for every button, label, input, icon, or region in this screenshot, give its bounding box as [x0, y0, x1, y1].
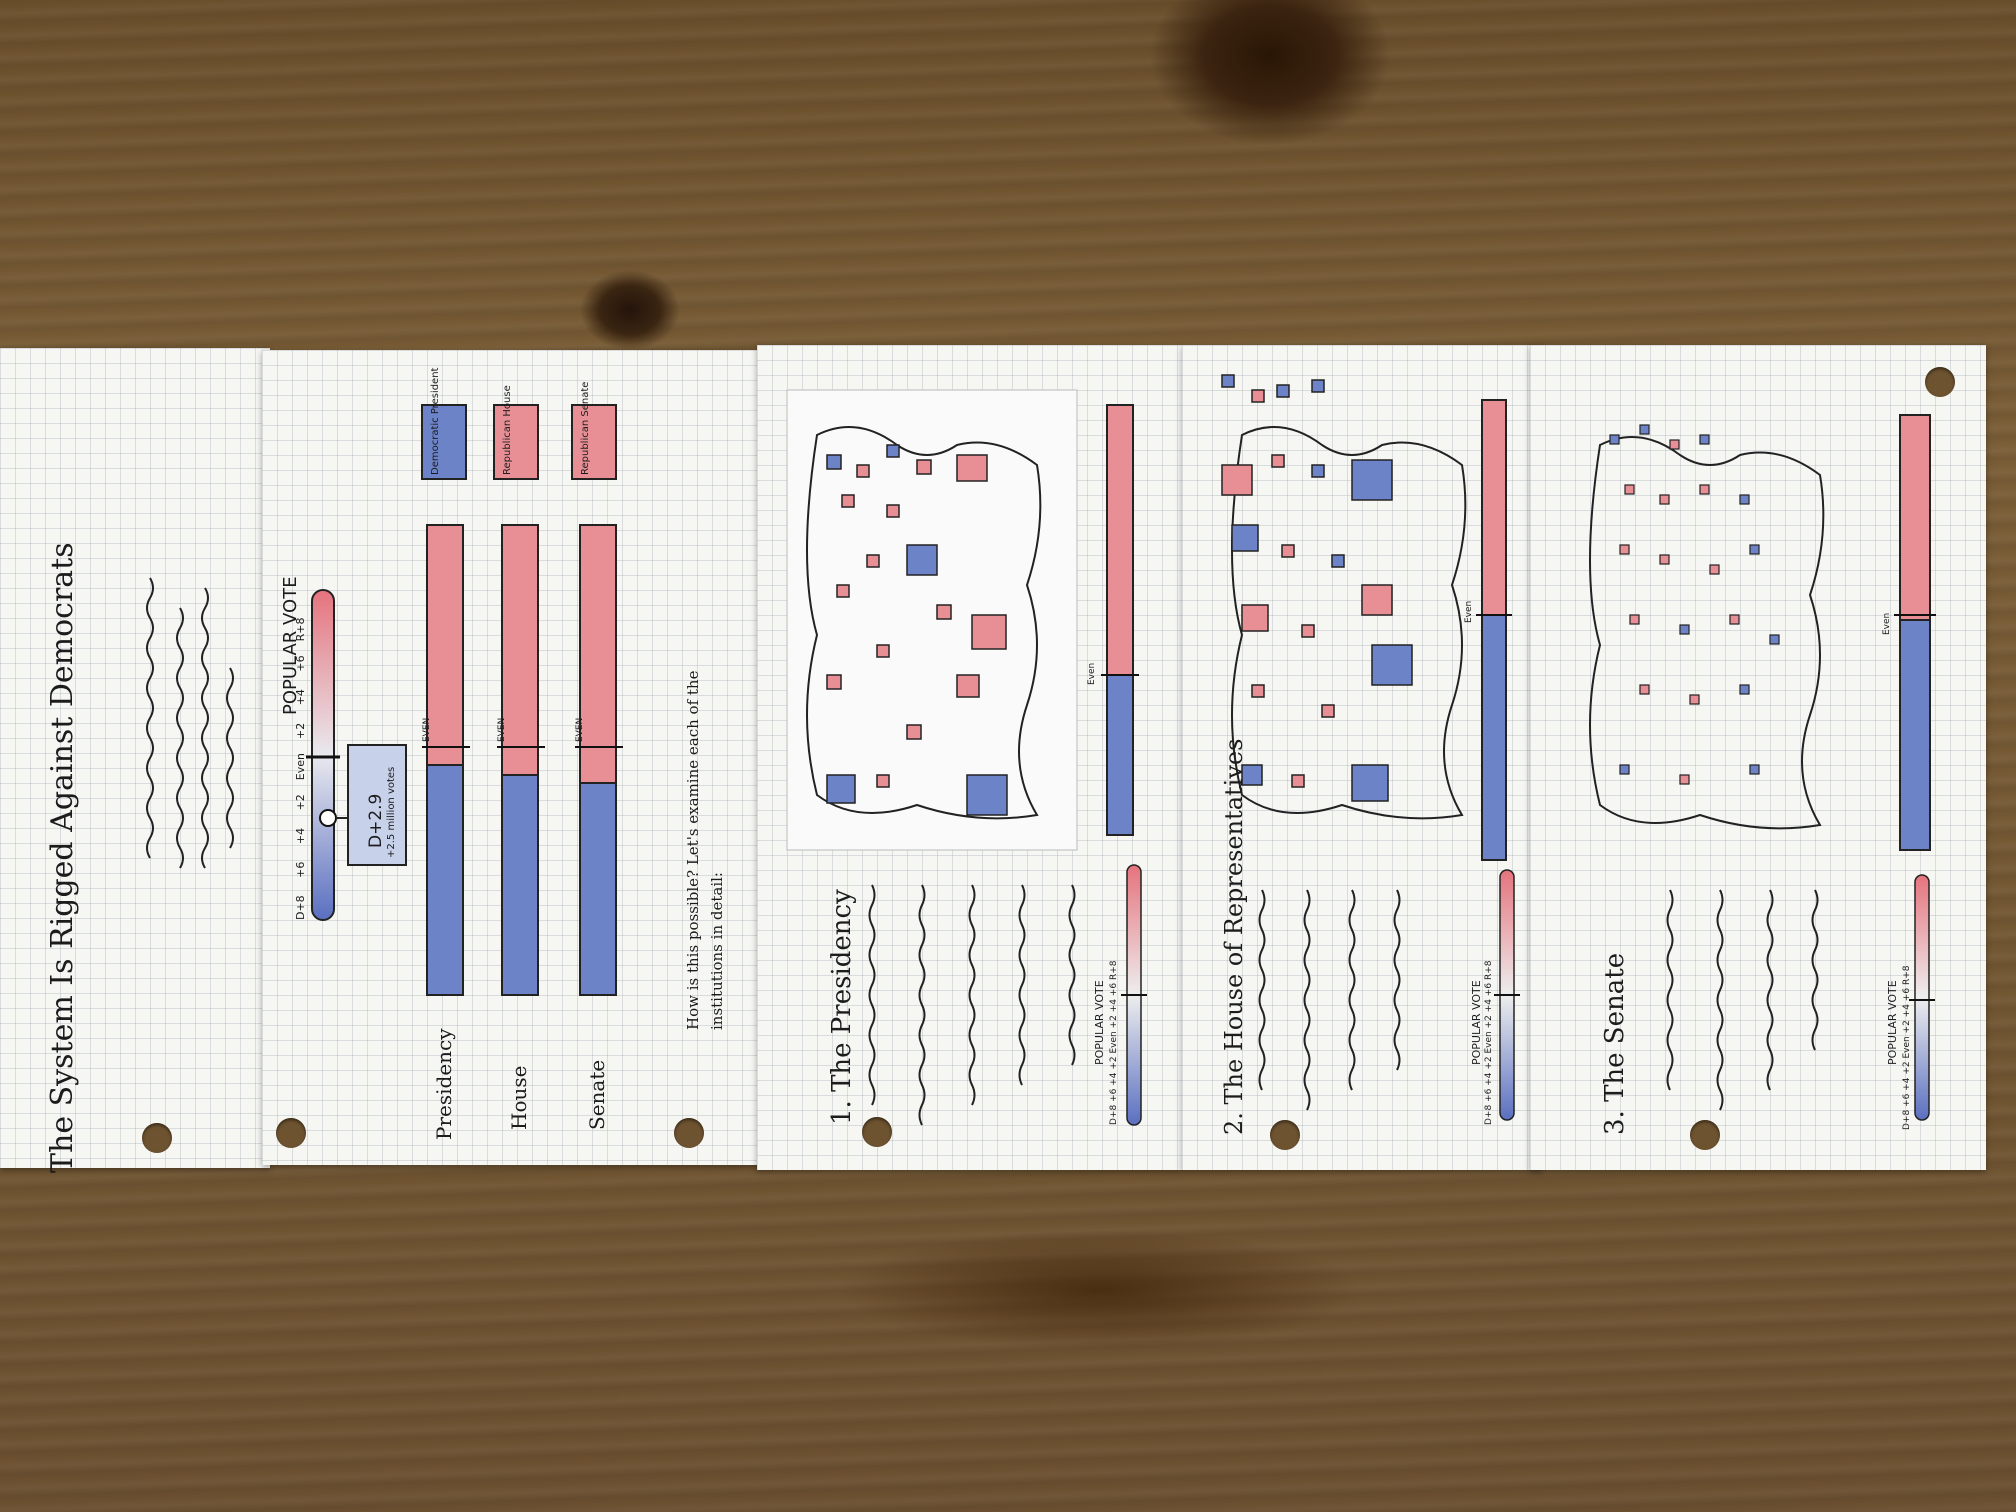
row-label-house: House	[507, 1065, 531, 1130]
even-label-presidency: EVEN	[422, 717, 432, 742]
sheet-overview: POPULAR VOTE D+8 +6 +4 +2 Even +2 +4 +6 …	[262, 350, 772, 1165]
pv-label-house: POPULAR VOTE	[1470, 980, 1483, 1065]
legend-house: Republican House	[502, 385, 513, 475]
even-label-senate: EVEN	[575, 717, 585, 742]
popular-vote-scale	[306, 589, 407, 921]
section-title-presidency: 1. The Presidency	[827, 889, 857, 1125]
punch-hole	[1925, 367, 1955, 397]
legend-senate: Republican Senate	[580, 381, 591, 475]
pv-label-senate: POPULAR VOTE	[1886, 980, 1899, 1065]
senate-map	[1589, 414, 1936, 1121]
even-label-house-map: Even	[1464, 600, 1474, 623]
placeholder-text-lines	[146, 577, 234, 869]
punch-hole	[674, 1118, 704, 1148]
punch-hole	[142, 1123, 172, 1153]
even-label-presidency-map: Even	[1087, 662, 1097, 685]
pv-ticks-senate: D+8 +6 +4 +2 Even +2 +4 +6 R+8	[1902, 965, 1912, 1130]
row-label-senate: Senate	[585, 1059, 609, 1130]
legend-presidency: Democratic President	[430, 367, 441, 475]
section-title-senate: 3. The Senate	[1600, 952, 1630, 1135]
punch-hole	[276, 1118, 306, 1148]
sheet-house: 2. The House of Representatives POPULAR …	[1182, 345, 1542, 1170]
punch-hole	[1270, 1120, 1300, 1150]
pv-ticks-presidency: D+8 +6 +4 +2 Even +2 +4 +6 R+8	[1109, 960, 1119, 1125]
even-label-senate-map: Even	[1882, 612, 1892, 635]
row-label-presidency: Presidency	[432, 1028, 456, 1140]
presidency-map	[786, 389, 1147, 1126]
institution-bars	[421, 404, 623, 996]
sheet-presidency: 1. The Presidency POPULAR VOTE D+8 +6 +4…	[757, 345, 1182, 1170]
pv-label-presidency: POPULAR VOTE	[1093, 980, 1106, 1065]
sheet-senate: 3. The Senate POPULAR VOTE D+8 +6 +4 +2 …	[1530, 345, 1986, 1170]
punch-hole	[862, 1117, 892, 1147]
question-text-2: institutions in detail:	[708, 872, 726, 1030]
punch-hole	[1690, 1120, 1720, 1150]
pv-ticks-house: D+8 +6 +4 +2 Even +2 +4 +6 R+8	[1484, 960, 1494, 1125]
house-map	[1221, 374, 1520, 1121]
even-label-house: EVEN	[497, 717, 507, 742]
question-text: How is this possible? Let's examine each…	[684, 670, 702, 1030]
sheet-title: The System Is Rigged Against Democrats	[0, 348, 270, 1173]
section-title-house: 2. The House of Representatives	[1220, 738, 1248, 1135]
